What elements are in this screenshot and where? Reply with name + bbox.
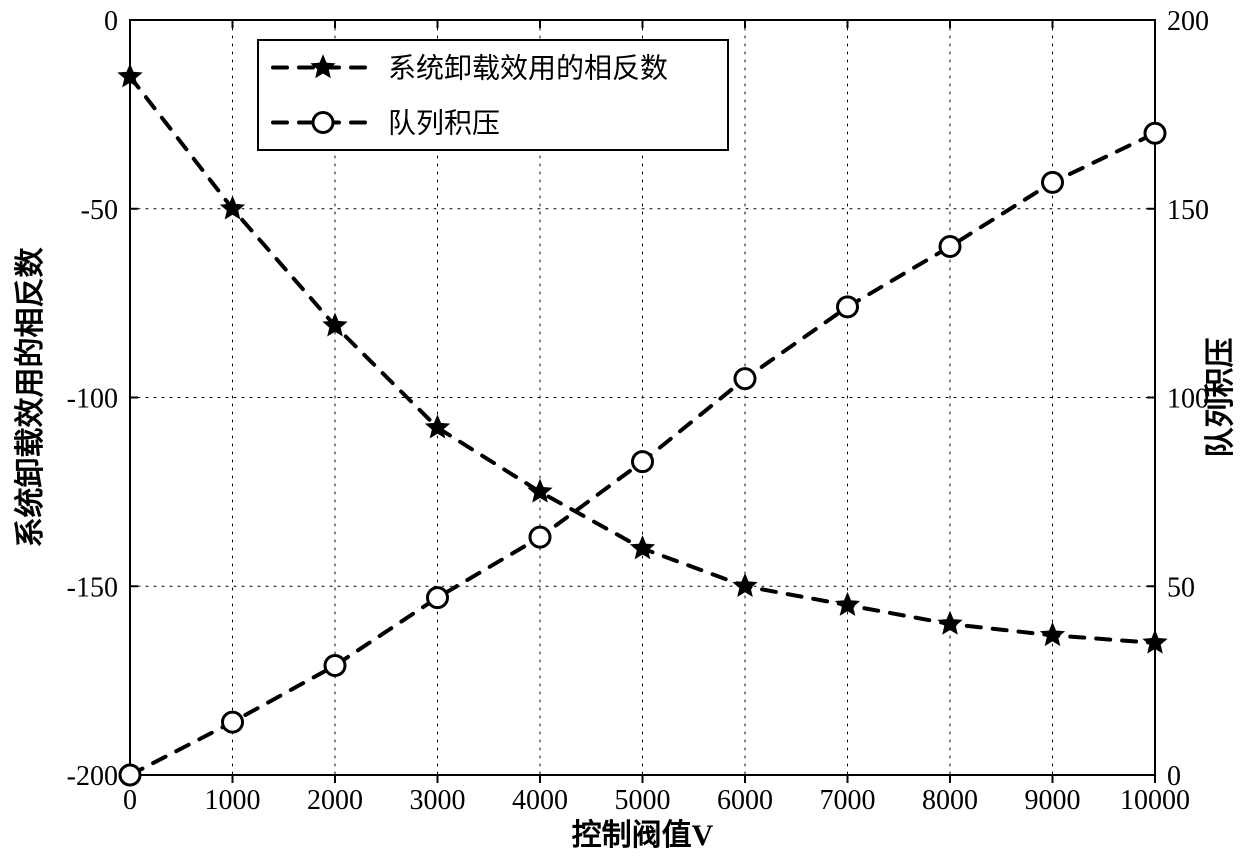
y-right-tick-label: 200: [1167, 6, 1209, 37]
y-left-tick-label: -150: [67, 572, 118, 603]
x-tick-label: 8000: [922, 785, 978, 816]
x-axis-label: 控制阀值V: [572, 819, 714, 852]
x-tick-label: 5000: [615, 785, 671, 816]
legend: 系统卸载效用的相反数队列积压: [258, 40, 728, 150]
y-right-axis-label: 队列积压: [1204, 338, 1237, 458]
x-tick-label: 6000: [717, 785, 773, 816]
y-right-tick-label: 0: [1167, 761, 1181, 792]
y-left-tick-label: -50: [81, 195, 118, 226]
y-right-tick-label: 150: [1167, 195, 1209, 226]
x-tick-label: 0: [123, 785, 137, 816]
y-right-tick-label: 100: [1167, 384, 1209, 415]
x-tick-label: 7000: [820, 785, 876, 816]
x-tick-label: 2000: [307, 785, 363, 816]
legend-item-label: 队列积压: [388, 108, 500, 140]
y-left-tick-label: 0: [104, 6, 118, 37]
legend-item-label: 系统卸载效用的相反数: [388, 53, 668, 85]
x-tick-label: 1000: [205, 785, 261, 816]
chart-container: 0100020003000400050006000700080009000100…: [0, 0, 1240, 861]
y-left-tick-label: -100: [67, 384, 118, 415]
x-tick-label: 4000: [512, 785, 568, 816]
y-left-tick-label: -200: [67, 761, 118, 792]
dual-axis-line-chart: 0100020003000400050006000700080009000100…: [0, 0, 1240, 861]
x-tick-label: 3000: [410, 785, 466, 816]
y-right-tick-label: 50: [1167, 572, 1195, 603]
x-tick-label: 9000: [1025, 785, 1081, 816]
y-left-axis-label: 系统卸载效用的相反数: [13, 247, 47, 548]
